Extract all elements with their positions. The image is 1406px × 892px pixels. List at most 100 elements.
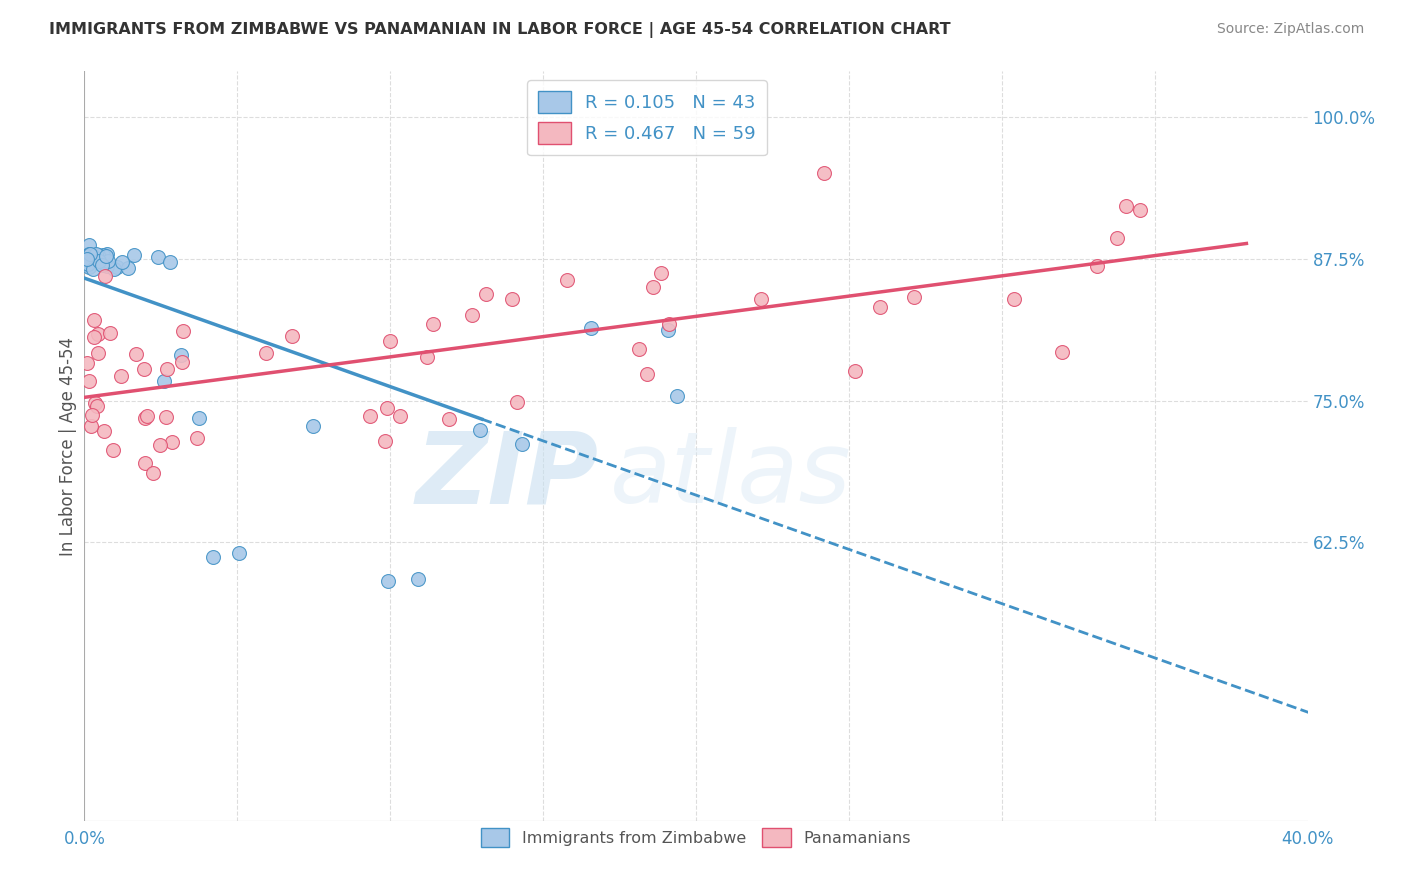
Point	[146, 250, 169, 264]
Point	[1085, 260, 1108, 274]
Point	[1105, 231, 1128, 245]
Point	[82, 250, 104, 264]
Point	[83, 395, 105, 409]
Point	[96, 254, 118, 268]
Point	[77, 257, 100, 271]
Point	[84, 247, 107, 261]
Point	[91, 259, 114, 273]
Text: atlas: atlas	[610, 427, 852, 524]
Point	[83, 312, 105, 326]
Point	[170, 355, 193, 369]
Point	[132, 361, 155, 376]
Point	[82, 262, 104, 277]
Point	[256, 346, 278, 360]
Point	[844, 364, 866, 378]
Point	[377, 574, 399, 589]
Point	[125, 347, 148, 361]
Point	[186, 431, 208, 445]
Point	[628, 342, 651, 356]
Point	[375, 401, 398, 416]
Point	[94, 268, 117, 283]
Point	[87, 248, 110, 262]
Point	[105, 260, 128, 275]
Point	[475, 287, 498, 301]
Point	[100, 326, 122, 341]
Point	[374, 434, 396, 449]
Point	[579, 320, 602, 334]
Point	[650, 266, 672, 280]
Point	[77, 247, 100, 261]
Point	[79, 259, 101, 273]
Point	[501, 293, 523, 307]
Point	[87, 327, 110, 342]
Point	[201, 549, 224, 564]
Point	[96, 259, 118, 273]
Point	[76, 252, 98, 266]
Point	[77, 374, 100, 388]
Point	[666, 389, 689, 403]
Point	[813, 166, 835, 180]
Point	[80, 418, 103, 433]
Point	[149, 438, 172, 452]
Point	[188, 411, 211, 425]
Point	[79, 247, 101, 261]
Point	[228, 545, 250, 559]
Point	[359, 409, 381, 423]
Point	[96, 248, 118, 262]
Point	[460, 308, 482, 322]
Point	[160, 434, 183, 449]
Point	[422, 317, 444, 331]
Point	[91, 248, 114, 262]
Point	[122, 248, 145, 262]
Point	[903, 289, 925, 303]
Point	[135, 409, 157, 424]
Point	[170, 348, 193, 362]
Point	[388, 409, 411, 424]
Point	[76, 252, 98, 267]
Point	[77, 260, 100, 274]
Point	[1115, 199, 1137, 213]
Point	[156, 362, 179, 376]
Point	[76, 356, 98, 370]
Point	[415, 350, 437, 364]
Text: Source: ZipAtlas.com: Source: ZipAtlas.com	[1216, 22, 1364, 37]
Point	[101, 442, 124, 457]
Point	[159, 255, 181, 269]
Point	[1129, 203, 1152, 218]
Point	[93, 424, 115, 438]
Text: IMMIGRANTS FROM ZIMBABWE VS PANAMANIAN IN LABOR FORCE | AGE 45-54 CORRELATION CH: IMMIGRANTS FROM ZIMBABWE VS PANAMANIAN I…	[49, 22, 950, 38]
Point	[96, 247, 118, 261]
Point	[134, 456, 156, 470]
Point	[117, 260, 139, 275]
Point	[468, 423, 491, 437]
Point	[1002, 292, 1025, 306]
Point	[505, 394, 527, 409]
Point	[79, 252, 101, 267]
Point	[89, 254, 111, 268]
Point	[1050, 345, 1073, 359]
Text: ZIP: ZIP	[415, 427, 598, 524]
Point	[636, 367, 658, 381]
Point	[76, 249, 98, 263]
Point	[84, 254, 107, 268]
Point	[87, 346, 110, 360]
Y-axis label: In Labor Force | Age 45-54: In Labor Force | Age 45-54	[59, 336, 77, 556]
Legend: Immigrants from Zimbabwe, Panamanians: Immigrants from Zimbabwe, Panamanians	[474, 822, 918, 854]
Point	[111, 255, 134, 269]
Point	[869, 301, 891, 315]
Point	[280, 329, 302, 343]
Point	[555, 272, 578, 286]
Point	[77, 238, 100, 252]
Point	[153, 374, 176, 388]
Point	[83, 330, 105, 344]
Point	[172, 324, 194, 338]
Point	[134, 411, 156, 425]
Point	[657, 323, 679, 337]
Point	[141, 466, 163, 480]
Point	[406, 572, 429, 586]
Point	[437, 412, 460, 426]
Point	[110, 368, 132, 383]
Point	[155, 410, 177, 425]
Point	[510, 437, 533, 451]
Point	[80, 408, 103, 422]
